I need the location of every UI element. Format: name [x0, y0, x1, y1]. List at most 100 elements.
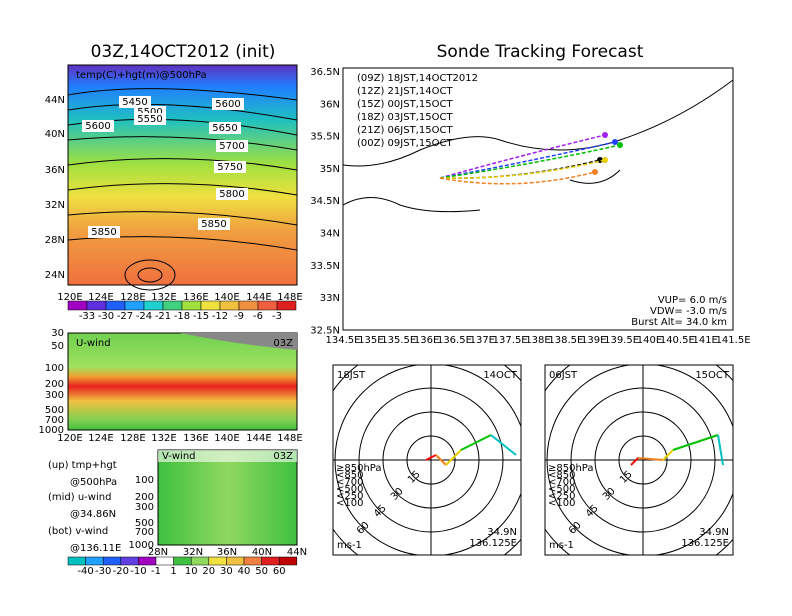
- label: (bot) v-wind: [48, 526, 108, 537]
- label: 34N: [320, 229, 340, 240]
- label: 140E: [637, 335, 662, 346]
- label: 135E: [358, 335, 383, 346]
- label: 33.5N: [310, 261, 340, 272]
- label: 700: [135, 527, 154, 538]
- label: -30: [98, 311, 114, 322]
- label: 5500: [137, 107, 162, 118]
- colorbar-cell: [105, 300, 126, 311]
- label: ms-1: [549, 540, 574, 551]
- colorbar-cell: [257, 300, 278, 311]
- label: 148E: [277, 292, 302, 303]
- label: 33N: [320, 293, 340, 304]
- label: V-wind: [162, 451, 196, 462]
- label-box: [134, 113, 166, 125]
- label: 44N: [45, 95, 65, 106]
- burst-point: [592, 169, 598, 175]
- label: Sonde Tracking Forecast: [437, 42, 644, 62]
- label: <850: [336, 470, 363, 481]
- label: 5600: [85, 121, 110, 132]
- label-box: [214, 161, 246, 173]
- colorbar-cell: [208, 556, 227, 566]
- label: 03Z,14OCT2012 (init): [91, 42, 276, 62]
- colorbar-cell: [276, 300, 297, 311]
- track: [439, 159, 606, 179]
- label: U-wind: [76, 338, 111, 349]
- label: @34.86N: [70, 509, 116, 520]
- label: -9: [234, 311, 244, 322]
- label: ms-1: [337, 540, 362, 551]
- label: 20: [202, 566, 215, 577]
- label: 32N: [45, 200, 65, 211]
- label: -40: [77, 566, 93, 577]
- colorbar-cell: [120, 556, 139, 566]
- label: 36N: [320, 99, 340, 110]
- label: 300: [45, 390, 64, 401]
- label: 137.5E: [493, 335, 528, 346]
- label: (12Z) 21JST,14OCT: [357, 86, 453, 97]
- label: 136.125E: [681, 538, 729, 549]
- label: 40N: [45, 129, 65, 140]
- colorbar-cell: [190, 556, 210, 566]
- track: [439, 171, 596, 185]
- u-wind-panel: [67, 332, 298, 431]
- label: -18: [174, 311, 190, 322]
- label: 141E: [692, 335, 717, 346]
- label: 137E: [470, 335, 495, 346]
- colorbar-cell: [238, 300, 259, 311]
- label: 36.5N: [310, 67, 340, 78]
- label: 124E: [88, 292, 113, 303]
- label: 5700: [219, 141, 244, 152]
- label: 500: [135, 518, 154, 529]
- label: 120E: [57, 292, 82, 303]
- label-box: [216, 140, 248, 152]
- label: 132E: [151, 292, 176, 303]
- label: 45: [372, 503, 389, 520]
- label: 1: [170, 566, 176, 577]
- colorbar-cell: [181, 300, 202, 311]
- colorbar-cell: [138, 556, 157, 566]
- label: 1000: [129, 540, 154, 551]
- track: [439, 141, 616, 179]
- label: VUP= 6.0 m/s: [658, 295, 727, 306]
- label: 44N: [287, 547, 307, 558]
- label: -6: [253, 311, 263, 322]
- label: 200: [135, 492, 154, 503]
- colorbar-cell: [67, 556, 86, 566]
- label: 30: [51, 328, 64, 339]
- label: (15Z) 00JST,15OCT: [357, 99, 453, 110]
- label: 32N: [183, 547, 203, 558]
- label: 18JST: [337, 370, 366, 381]
- label: 34.9N: [487, 527, 517, 538]
- label: (mid) u-wind: [48, 492, 111, 503]
- label: 32.5N: [310, 325, 340, 336]
- label: <100: [336, 498, 363, 509]
- colorbar-cell: [219, 300, 240, 311]
- colorbar-cell: [173, 556, 192, 566]
- label: -12: [212, 311, 228, 322]
- label: 5750: [217, 162, 242, 173]
- label: -27: [117, 311, 133, 322]
- label: 60: [273, 566, 286, 577]
- hodo-segment: [490, 434, 517, 456]
- colorbar-cell: [226, 556, 245, 566]
- label: 5850: [201, 219, 226, 230]
- label: 140E: [214, 292, 239, 303]
- label-box: [88, 226, 120, 238]
- label: -10: [130, 566, 146, 577]
- label: VDW= -3.0 m/s: [650, 306, 727, 317]
- v-wind-panel: [157, 449, 298, 546]
- label: 136.125E: [469, 538, 517, 549]
- coastline: [342, 79, 734, 213]
- label: 500: [45, 405, 64, 416]
- label: 10: [185, 566, 198, 577]
- track: [439, 134, 606, 179]
- label: 50: [51, 341, 64, 352]
- label: 200: [45, 379, 64, 390]
- label: 50: [255, 566, 268, 577]
- label: <500: [336, 484, 363, 495]
- label: 141.5E: [716, 335, 751, 346]
- colorbar-cell: [143, 300, 164, 311]
- label: 144E: [246, 292, 271, 303]
- label: <250: [548, 491, 575, 502]
